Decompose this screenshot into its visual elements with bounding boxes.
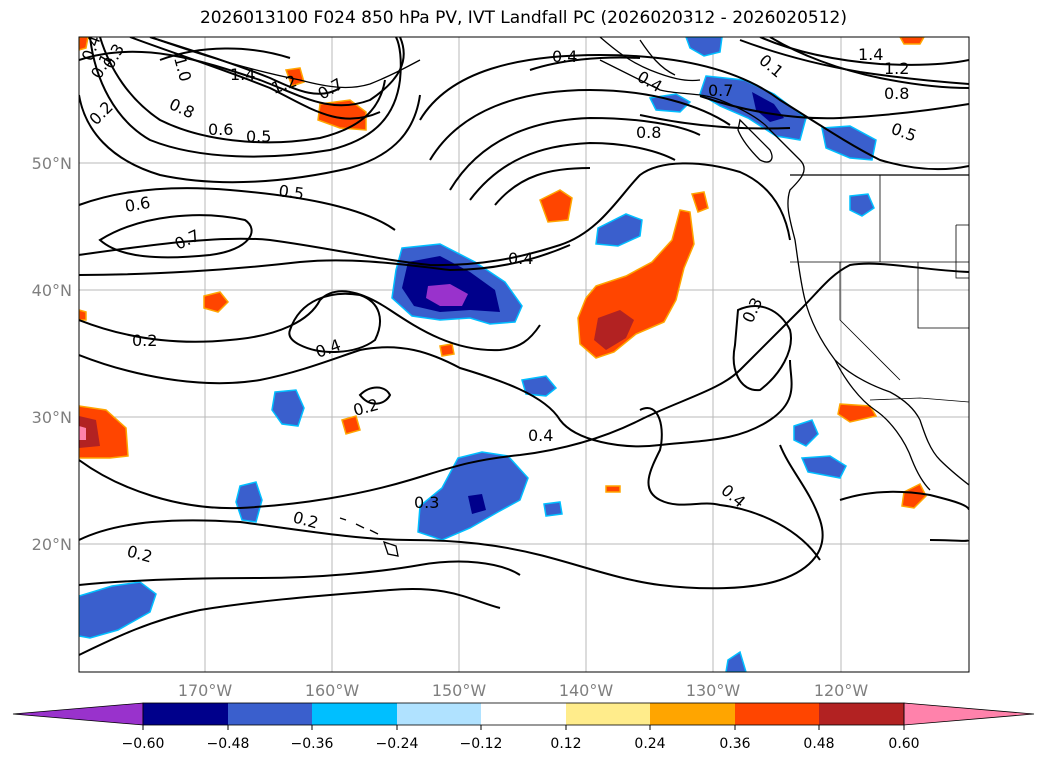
north-america-coast bbox=[599, 59, 969, 486]
colorbar-segment bbox=[735, 703, 819, 725]
colorbar-tick-label: −0.48 bbox=[207, 736, 250, 752]
pv-blob-small-5 bbox=[543, 501, 563, 517]
gridlines bbox=[79, 37, 969, 672]
colorbar-segment bbox=[312, 703, 397, 725]
alaska-coast bbox=[599, 37, 701, 82]
contour-label: 0.5 bbox=[277, 181, 305, 203]
lat-label-50n: 50°N bbox=[32, 154, 72, 173]
pv-blob-west-edge-peak bbox=[79, 426, 86, 440]
pv-blob-mid-3 bbox=[341, 415, 361, 435]
lon-label-170w: 170°W bbox=[178, 681, 233, 700]
vancouver-island bbox=[737, 118, 773, 163]
colorbar-tick-label: 0.24 bbox=[634, 736, 665, 752]
latitude-labels: 50°N 40°N 30°N 20°N bbox=[32, 154, 72, 554]
contour-label: 1.4 bbox=[230, 65, 255, 84]
colorbar-segment bbox=[143, 703, 228, 725]
colorbar-segment bbox=[228, 703, 312, 725]
pv-blob-north-3 bbox=[899, 37, 925, 45]
aleutians bbox=[149, 37, 421, 89]
contour-label: 0.2 bbox=[132, 331, 157, 350]
state-line-2 bbox=[917, 262, 969, 329]
pv-blob-mid-1 bbox=[539, 189, 573, 223]
lon-label-120w: 120°W bbox=[814, 681, 869, 700]
pv-blob-north-pacific-peak bbox=[426, 284, 468, 306]
contour-label: 1.4 bbox=[858, 45, 883, 64]
pv-blob-small-3 bbox=[800, 455, 847, 479]
colorbar-segment bbox=[481, 703, 566, 725]
contour-label: 0.6 bbox=[208, 120, 233, 139]
pv-blob-tiny-1 bbox=[605, 485, 621, 493]
map-frame bbox=[78, 36, 970, 673]
pv-blob-north-4 bbox=[79, 37, 89, 51]
contour-label: 0.4 bbox=[528, 426, 553, 445]
colorbar-tick-label: −0.60 bbox=[122, 736, 165, 752]
lon-label-150w: 150°W bbox=[432, 681, 487, 700]
hawaii bbox=[339, 517, 399, 557]
negative-pv-fills bbox=[79, 37, 877, 672]
pv-blob-southwest bbox=[79, 581, 157, 639]
pv-blob-bering bbox=[648, 93, 692, 113]
contour-label: 0.3 bbox=[414, 493, 439, 512]
coastlines bbox=[149, 37, 969, 557]
pv-blob-subtropical-core bbox=[468, 494, 486, 514]
colorbar-ticks bbox=[142, 725, 905, 730]
pv-blob-north-edge bbox=[685, 37, 723, 57]
contour-label: 0.5 bbox=[246, 127, 271, 146]
colorbar-extend-high bbox=[903, 702, 1035, 726]
state-line-4 bbox=[955, 224, 969, 279]
colorbar-extend-low bbox=[12, 702, 144, 726]
pv-blob-east-pacific-core bbox=[594, 310, 634, 350]
pv-blob-gulf-alaska bbox=[317, 99, 367, 131]
state-line-3 bbox=[839, 262, 901, 381]
colorbar-tick-label: 0.36 bbox=[719, 736, 750, 752]
colorbar-tick-label: 0.48 bbox=[803, 736, 834, 752]
lon-label-130w: 130°W bbox=[686, 681, 741, 700]
colorbar-tick-label: −0.12 bbox=[460, 736, 503, 752]
colorbar-frame bbox=[142, 702, 905, 726]
positive-pv-fills bbox=[79, 37, 927, 509]
baja-california bbox=[834, 359, 931, 491]
map-background bbox=[79, 37, 969, 672]
contour-label: 0.6 bbox=[123, 193, 151, 216]
pv-blob-mid-5 bbox=[837, 403, 878, 423]
pv-blob-south-edge bbox=[725, 650, 747, 672]
pv-blob-interior bbox=[849, 193, 875, 217]
pv-blob-mid-2 bbox=[203, 291, 230, 313]
contour-label: 0.7 bbox=[708, 81, 733, 100]
colorbar-tick-label: −0.24 bbox=[376, 736, 419, 752]
pv-blob-small-2 bbox=[595, 213, 643, 247]
colorbar-segment bbox=[819, 703, 904, 725]
longitude-labels: 170°W 160°W 150°W 140°W 130°W 120°W bbox=[178, 681, 869, 700]
colorbar: −0.60 −0.48 −0.36 −0.24 −0.12 0.12 0.24 … bbox=[12, 702, 1035, 752]
mexico-border bbox=[869, 397, 969, 403]
contour-label: 0.4 bbox=[508, 249, 533, 268]
lat-label-20n: 20°N bbox=[32, 535, 72, 554]
lat-label-40n: 40°N bbox=[32, 281, 72, 300]
pv-blob-mid-6 bbox=[439, 343, 455, 357]
contour-label: 0.8 bbox=[884, 84, 909, 103]
pv-blob-mid-4 bbox=[691, 191, 709, 213]
lon-label-160w: 160°W bbox=[305, 681, 360, 700]
colorbar-tick-label: 0.12 bbox=[550, 736, 581, 752]
colorbar-segment bbox=[397, 703, 481, 725]
pv-blob-small-4 bbox=[793, 419, 819, 447]
contour-label: 0.4 bbox=[552, 47, 577, 66]
lat-label-30n: 30°N bbox=[32, 408, 72, 427]
pv-blob-north-1 bbox=[284, 67, 305, 87]
lon-label-140w: 140°W bbox=[559, 681, 614, 700]
contour-label: 1.2 bbox=[884, 59, 909, 78]
colorbar-segment bbox=[650, 703, 735, 725]
colorbar-tick-label: 0.60 bbox=[888, 736, 919, 752]
pv-blob-mexico bbox=[901, 482, 927, 509]
contour-label: 0.8 bbox=[636, 123, 661, 142]
pv-blob-west bbox=[271, 389, 305, 427]
pv-blob-north-2 bbox=[79, 309, 87, 321]
ivt-contours bbox=[79, 37, 969, 656]
map-title: 2026013100 F024 850 hPa PV, IVT Landfall… bbox=[199, 8, 847, 28]
colorbar-tick-label: −0.36 bbox=[291, 736, 334, 752]
pv-blob-west-2 bbox=[235, 481, 263, 523]
colorbar-segment bbox=[566, 703, 650, 725]
